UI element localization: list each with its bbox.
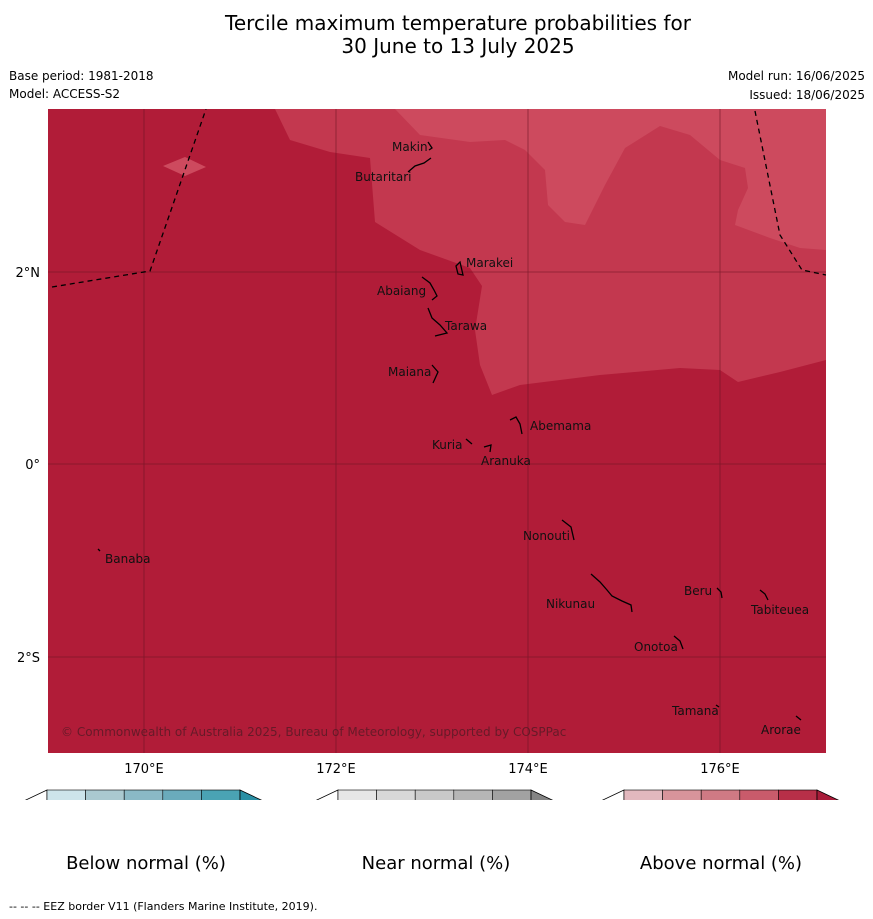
island-label-abemama: Abemama bbox=[530, 419, 591, 433]
colorbar-segment bbox=[623, 789, 663, 800]
island-marakei bbox=[455, 260, 464, 276]
colorbar-above-label: Above normal (%) bbox=[639, 853, 803, 874]
lat-tick-label: 0° bbox=[25, 458, 40, 473]
colorbar: 405060708090 bbox=[24, 789, 263, 800]
colorbar-segment bbox=[201, 789, 241, 800]
colorbar-segment bbox=[123, 789, 164, 800]
colorbar-high-arrow bbox=[530, 789, 554, 800]
island-aranuka bbox=[483, 444, 492, 453]
island-label-tamana: Tamana bbox=[671, 704, 719, 718]
region-60-70-small bbox=[163, 157, 206, 176]
colorbar-segment bbox=[739, 789, 779, 800]
lat-tick-label: 2°S bbox=[17, 651, 40, 666]
base-period: Base period: 1981-2018 bbox=[9, 69, 154, 83]
island-nonouti bbox=[561, 519, 575, 541]
lon-tick-label: 172°E bbox=[316, 762, 356, 777]
colorbar-low-arrow bbox=[315, 789, 339, 800]
island-abemama bbox=[509, 416, 523, 435]
colorbar-high-arrow bbox=[816, 789, 840, 800]
colorbar-segment bbox=[778, 789, 818, 800]
colorbar: 405060708090 bbox=[601, 789, 840, 800]
region-70-80 bbox=[275, 109, 826, 395]
colorbar-segment bbox=[662, 789, 702, 800]
colorbar-segment bbox=[46, 789, 86, 800]
island-label-kuria: Kuria bbox=[432, 438, 463, 452]
eez-footnote: -- -- -- EEZ border V11 (Flanders Marine… bbox=[9, 900, 318, 913]
island-abaiang bbox=[421, 276, 438, 301]
copyright-notice: © Commonwealth of Australia 2025, Bureau… bbox=[61, 725, 566, 739]
island-nikunau bbox=[759, 589, 769, 601]
colorbar-segment bbox=[162, 789, 202, 800]
lon-tick-label: 176°E bbox=[700, 762, 740, 777]
island-outlines bbox=[97, 141, 802, 721]
lat-tick-label: 2°N bbox=[16, 266, 41, 281]
colorbar-segment bbox=[453, 789, 493, 800]
island-label-nonouti: Nonouti bbox=[523, 529, 570, 543]
colorbar-segment bbox=[414, 789, 455, 800]
island-label-marakei: Marakei bbox=[466, 256, 513, 270]
title-line-2: 30 June to 13 July 2025 bbox=[341, 34, 575, 58]
lon-tick-label: 170°E bbox=[124, 762, 164, 777]
island-label-tarawa: Tarawa bbox=[444, 319, 487, 333]
eez-borders bbox=[51, 109, 826, 288]
island-label-abaiang: Abaiang bbox=[377, 284, 426, 298]
model-run: Model run: 16/06/2025 bbox=[727, 69, 865, 83]
chart-title: Tercile maximum temperature probabilitie… bbox=[0, 12, 873, 58]
island-label-arorae: Arorae bbox=[761, 723, 801, 737]
colorbar-low-arrow bbox=[24, 789, 48, 800]
island-label-tabiteuea: Tabiteuea bbox=[750, 603, 809, 617]
lon-tick-label: 174°E bbox=[508, 762, 548, 777]
island-makin bbox=[427, 141, 433, 151]
region-60-70 bbox=[395, 109, 826, 250]
map: Makin Butaritari Marakei Abaiang Tarawa Maian… bbox=[16, 109, 840, 800]
colorbar-segment bbox=[337, 789, 377, 800]
island-banaba bbox=[97, 548, 101, 552]
island-label-banaba: Banaba bbox=[105, 552, 151, 566]
colorbar-segment bbox=[376, 789, 416, 800]
colorbar-high-arrow bbox=[239, 789, 263, 800]
island-tabiteuea bbox=[590, 573, 633, 613]
colorbar-low-arrow bbox=[601, 789, 625, 800]
colorbar-segment bbox=[700, 789, 741, 800]
island-butaritari bbox=[407, 157, 432, 173]
colorbar-segment bbox=[85, 789, 125, 800]
island-label-nikunau: Nikunau bbox=[546, 597, 595, 611]
island-tarawa bbox=[427, 307, 449, 337]
island-onotoa bbox=[673, 635, 684, 650]
island-beru bbox=[716, 587, 723, 599]
island-label-maiana: Maiana bbox=[388, 365, 431, 379]
island-label-beru: Beru bbox=[684, 584, 712, 598]
island-label-onotoa: Onotoa bbox=[634, 640, 678, 654]
colorbar: 405060708090 bbox=[315, 789, 554, 800]
island-label-aranuka: Aranuka bbox=[481, 454, 531, 468]
title-line-1: Tercile maximum temperature probabilitie… bbox=[225, 11, 691, 35]
island-label-butaritari: Butaritari bbox=[355, 170, 412, 184]
island-maiana bbox=[431, 364, 439, 384]
island-kuria bbox=[465, 438, 473, 445]
model-name: Model: ACCESS-S2 bbox=[9, 87, 121, 101]
grid-lines bbox=[48, 109, 826, 753]
colorbar-below-label: Below normal (%) bbox=[66, 853, 226, 874]
issued-date: Issued: 18/06/2025 bbox=[749, 88, 865, 102]
island-arorae bbox=[795, 715, 802, 721]
colorbar-near-label: Near normal (%) bbox=[361, 853, 511, 874]
island-label-makin: Makin bbox=[392, 140, 428, 154]
island-tamana bbox=[715, 704, 720, 708]
colorbar-segment bbox=[492, 789, 532, 800]
